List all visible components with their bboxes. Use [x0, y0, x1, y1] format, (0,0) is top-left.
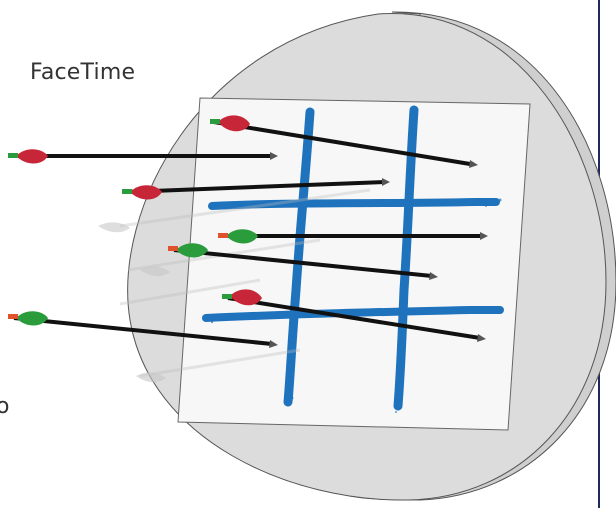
arrow-1 — [210, 115, 478, 168]
arrow-3 — [122, 178, 390, 200]
arrow-4 — [218, 229, 488, 244]
partial-label: o — [0, 394, 10, 419]
tic-tac-toe-grid — [202, 105, 504, 411]
arrow-7 — [8, 311, 278, 348]
arrow-2 — [8, 149, 278, 164]
target-board — [177, 97, 531, 431]
arrow-6 — [222, 289, 486, 342]
facetime-label: FaceTime — [30, 60, 136, 85]
arrow-5 — [168, 243, 438, 280]
